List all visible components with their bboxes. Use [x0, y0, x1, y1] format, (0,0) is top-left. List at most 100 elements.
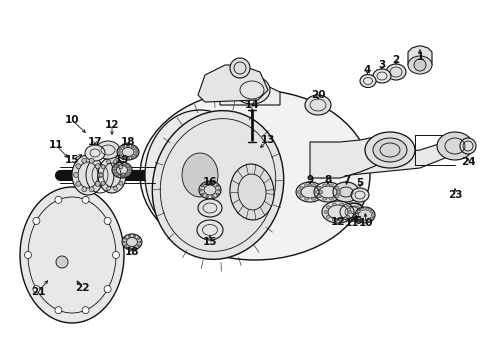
- Ellipse shape: [373, 69, 391, 83]
- Ellipse shape: [206, 195, 209, 198]
- Text: 23: 23: [448, 190, 462, 200]
- Ellipse shape: [122, 145, 125, 148]
- Circle shape: [33, 285, 40, 293]
- Polygon shape: [408, 46, 432, 65]
- Ellipse shape: [131, 145, 134, 148]
- Ellipse shape: [369, 210, 373, 213]
- Ellipse shape: [322, 184, 327, 187]
- Text: 15: 15: [203, 237, 217, 247]
- Ellipse shape: [335, 195, 339, 198]
- Ellipse shape: [158, 123, 242, 227]
- Ellipse shape: [136, 151, 139, 153]
- Ellipse shape: [357, 210, 360, 213]
- Ellipse shape: [99, 173, 103, 177]
- Ellipse shape: [82, 187, 87, 192]
- Text: 14: 14: [245, 100, 259, 110]
- Ellipse shape: [137, 244, 140, 247]
- Ellipse shape: [371, 213, 375, 216]
- Text: 10: 10: [65, 115, 79, 125]
- Ellipse shape: [201, 185, 204, 187]
- Ellipse shape: [314, 182, 342, 202]
- Circle shape: [56, 256, 68, 268]
- Text: 16: 16: [203, 177, 217, 187]
- Ellipse shape: [199, 189, 202, 191]
- Ellipse shape: [333, 182, 359, 202]
- Ellipse shape: [337, 190, 341, 194]
- Ellipse shape: [319, 190, 323, 194]
- Ellipse shape: [131, 157, 134, 159]
- Ellipse shape: [128, 235, 131, 237]
- Ellipse shape: [152, 111, 284, 259]
- Circle shape: [24, 252, 31, 258]
- Ellipse shape: [127, 166, 130, 168]
- Ellipse shape: [332, 203, 336, 206]
- Ellipse shape: [114, 166, 117, 168]
- Ellipse shape: [85, 145, 105, 161]
- Ellipse shape: [369, 217, 373, 220]
- Ellipse shape: [329, 197, 333, 200]
- Ellipse shape: [113, 186, 118, 190]
- Text: 6: 6: [354, 216, 362, 226]
- Ellipse shape: [299, 195, 303, 198]
- Ellipse shape: [326, 215, 330, 218]
- Ellipse shape: [114, 172, 117, 174]
- Text: 5: 5: [356, 178, 364, 188]
- Ellipse shape: [322, 197, 327, 200]
- Ellipse shape: [340, 203, 343, 206]
- Text: 4: 4: [363, 65, 371, 75]
- Ellipse shape: [89, 187, 94, 192]
- Ellipse shape: [361, 219, 365, 222]
- Ellipse shape: [133, 247, 136, 249]
- Ellipse shape: [117, 174, 120, 176]
- Polygon shape: [320, 142, 460, 178]
- Ellipse shape: [124, 244, 127, 247]
- Circle shape: [460, 138, 476, 154]
- Ellipse shape: [317, 186, 321, 189]
- Ellipse shape: [216, 193, 219, 195]
- Ellipse shape: [96, 141, 120, 159]
- Ellipse shape: [122, 234, 142, 250]
- Text: 18: 18: [125, 247, 139, 257]
- Ellipse shape: [128, 169, 131, 171]
- Ellipse shape: [121, 163, 123, 165]
- Ellipse shape: [119, 181, 123, 185]
- Ellipse shape: [414, 59, 426, 71]
- Ellipse shape: [172, 140, 228, 210]
- Text: 12: 12: [105, 120, 119, 130]
- Ellipse shape: [113, 160, 118, 164]
- Ellipse shape: [312, 197, 316, 200]
- Text: 22: 22: [75, 283, 89, 293]
- Ellipse shape: [297, 190, 301, 194]
- Ellipse shape: [122, 241, 125, 243]
- Ellipse shape: [76, 181, 81, 186]
- Ellipse shape: [140, 90, 370, 260]
- Text: 12: 12: [331, 217, 345, 227]
- Text: 19: 19: [115, 155, 129, 165]
- Ellipse shape: [197, 220, 223, 240]
- Ellipse shape: [355, 213, 359, 216]
- Ellipse shape: [101, 165, 105, 169]
- Ellipse shape: [133, 235, 136, 237]
- Ellipse shape: [324, 211, 328, 213]
- Ellipse shape: [305, 197, 309, 200]
- Text: 10: 10: [359, 218, 373, 228]
- Ellipse shape: [408, 56, 432, 74]
- Polygon shape: [198, 65, 268, 102]
- Circle shape: [33, 217, 40, 224]
- Text: 9: 9: [306, 175, 314, 185]
- Ellipse shape: [346, 215, 350, 218]
- Text: 2: 2: [392, 55, 400, 65]
- Text: 7: 7: [343, 175, 351, 185]
- Ellipse shape: [20, 187, 124, 323]
- Ellipse shape: [72, 155, 104, 195]
- Ellipse shape: [355, 207, 375, 223]
- Ellipse shape: [234, 76, 270, 104]
- Ellipse shape: [95, 181, 100, 186]
- Text: 8: 8: [324, 175, 332, 185]
- Ellipse shape: [305, 95, 331, 115]
- Circle shape: [55, 307, 62, 314]
- Text: 17: 17: [88, 137, 102, 147]
- Ellipse shape: [127, 172, 130, 174]
- Ellipse shape: [317, 195, 321, 198]
- Ellipse shape: [296, 182, 324, 202]
